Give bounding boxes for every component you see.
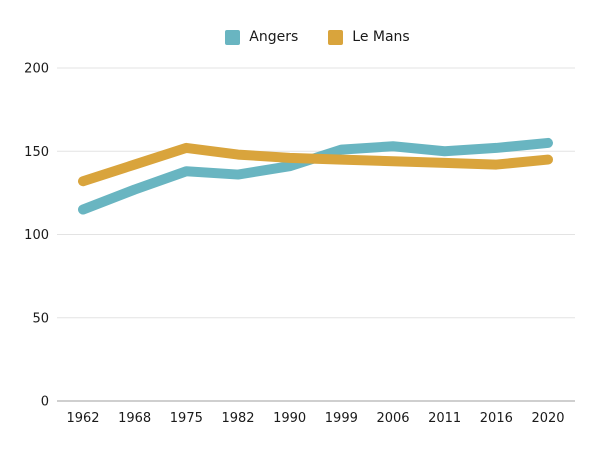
x-tick-label: 2016	[480, 411, 513, 426]
y-tick-label: 0	[41, 395, 49, 410]
x-tick-label: 2011	[428, 411, 461, 426]
legend-swatch-le-mans	[328, 30, 344, 45]
series-line-angers	[78, 137, 553, 215]
x-tick-label: 1982	[221, 411, 254, 426]
x-tick-label: 1990	[273, 411, 306, 426]
x-tick-label: 1962	[66, 411, 99, 426]
y-tick-label: 200	[24, 62, 49, 77]
legend-item-angers: Angers	[225, 30, 298, 45]
legend-swatch-angers	[225, 30, 241, 45]
x-tick-label: 1975	[170, 411, 203, 426]
y-tick-label: 50	[32, 311, 49, 326]
series-line-le-mans	[78, 142, 553, 187]
x-tick-label: 1968	[118, 411, 151, 426]
y-tick-label: 100	[24, 228, 49, 243]
y-tick-label: 150	[24, 145, 49, 160]
x-tick-label: 2020	[531, 411, 564, 426]
legend-label-le-mans: Le Mans	[352, 29, 410, 45]
legend: Angers Le Mans	[60, 30, 575, 45]
x-tick-label: 2006	[376, 411, 409, 426]
legend-item-le-mans: Le Mans	[328, 29, 410, 45]
legend-label-angers: Angers	[249, 29, 299, 45]
x-tick-label: 1999	[325, 411, 358, 426]
